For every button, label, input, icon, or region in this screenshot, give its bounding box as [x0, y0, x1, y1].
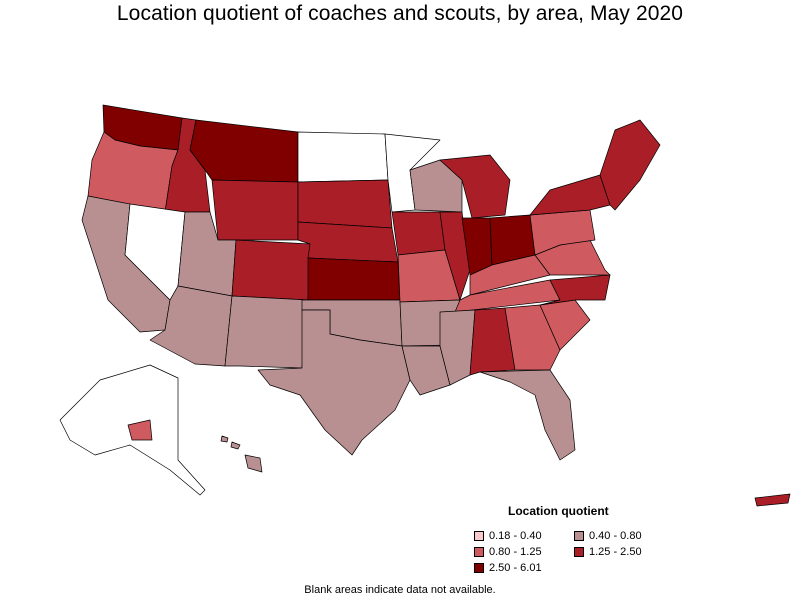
- region-wyoming: [211, 179, 299, 241]
- region-louisiana: [401, 345, 451, 396]
- legend-label: 2.50 - 6.01: [489, 562, 542, 574]
- legend-item: 0.40 - 0.80: [574, 530, 642, 542]
- legend-title: Location quotient: [508, 504, 609, 518]
- region-new-england: [599, 119, 661, 211]
- region-colorado: [231, 239, 311, 301]
- region-wisconsin: [409, 159, 463, 213]
- region-alabama: [469, 307, 516, 376]
- map-title: Location quotient of coaches and scouts,…: [116, 2, 684, 25]
- region-iowa: [391, 211, 446, 256]
- legend-label: 0.40 - 0.80: [589, 530, 642, 542]
- region-alaska-south: [127, 419, 153, 441]
- legend-item: 0.80 - 1.25: [474, 546, 542, 558]
- legend-item: 0.18 - 0.40: [474, 530, 542, 542]
- legend-item: 1.25 - 2.50: [574, 546, 642, 558]
- region-new-york: [529, 174, 611, 216]
- legend-swatch: [474, 563, 484, 573]
- region-hawaii-islands: [220, 435, 241, 450]
- legend-label: 1.25 - 2.50: [589, 546, 642, 558]
- legend-label: 0.80 - 1.25: [489, 546, 542, 558]
- region-kansas: [307, 257, 401, 301]
- region-montana: [189, 119, 299, 183]
- region-michigan: [439, 154, 511, 219]
- legend-label: 0.18 - 0.40: [489, 530, 542, 542]
- legend-swatch: [574, 547, 584, 557]
- region-nebraska: [297, 221, 399, 263]
- region-south-dakota: [297, 179, 393, 229]
- legend-swatch: [474, 531, 484, 541]
- region-florida: [479, 369, 576, 461]
- region-georgia: [504, 304, 561, 371]
- legend-item: 2.50 - 6.01: [474, 562, 542, 574]
- region-illinois: [439, 211, 471, 301]
- legend-swatch: [474, 547, 484, 557]
- region-mississippi: [439, 309, 476, 386]
- footnote: Blank areas indicate data not available.: [304, 584, 496, 596]
- region-puerto-rico: [754, 493, 791, 507]
- region-hawaii: [244, 454, 263, 473]
- region-new-mexico: [224, 295, 309, 369]
- region-texas: [257, 309, 411, 456]
- region-north-dakota: [297, 131, 389, 183]
- map-legend: Location quotient 0.18 - 0.40 0.40 - 0.8…: [470, 504, 690, 578]
- legend-swatch: [574, 531, 584, 541]
